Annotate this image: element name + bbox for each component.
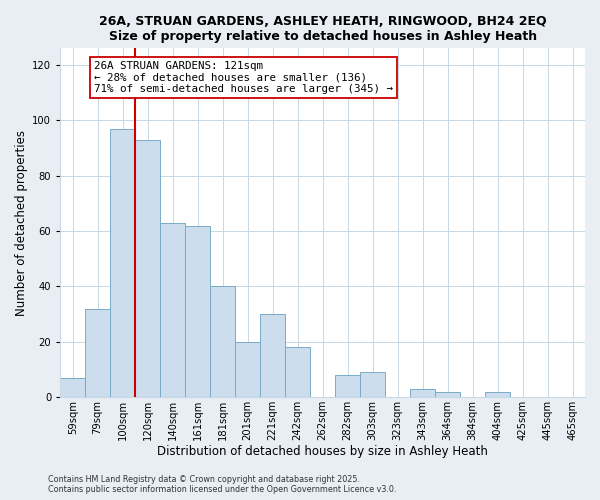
Text: Contains HM Land Registry data © Crown copyright and database right 2025.
Contai: Contains HM Land Registry data © Crown c… <box>48 474 397 494</box>
Bar <box>85 308 110 397</box>
Bar <box>160 223 185 397</box>
Bar <box>285 348 310 397</box>
Bar <box>410 389 435 397</box>
Bar <box>110 128 135 397</box>
Bar <box>135 140 160 397</box>
Bar <box>210 286 235 397</box>
Bar <box>60 378 85 397</box>
Title: 26A, STRUAN GARDENS, ASHLEY HEATH, RINGWOOD, BH24 2EQ
Size of property relative : 26A, STRUAN GARDENS, ASHLEY HEATH, RINGW… <box>99 15 547 43</box>
Bar <box>485 392 510 397</box>
Bar <box>335 375 360 397</box>
Bar <box>260 314 285 397</box>
Text: 26A STRUAN GARDENS: 121sqm
← 28% of detached houses are smaller (136)
71% of sem: 26A STRUAN GARDENS: 121sqm ← 28% of deta… <box>94 61 393 94</box>
X-axis label: Distribution of detached houses by size in Ashley Heath: Distribution of detached houses by size … <box>157 444 488 458</box>
Bar <box>235 342 260 397</box>
Y-axis label: Number of detached properties: Number of detached properties <box>15 130 28 316</box>
Bar <box>360 372 385 397</box>
Bar <box>185 226 210 397</box>
Bar <box>435 392 460 397</box>
